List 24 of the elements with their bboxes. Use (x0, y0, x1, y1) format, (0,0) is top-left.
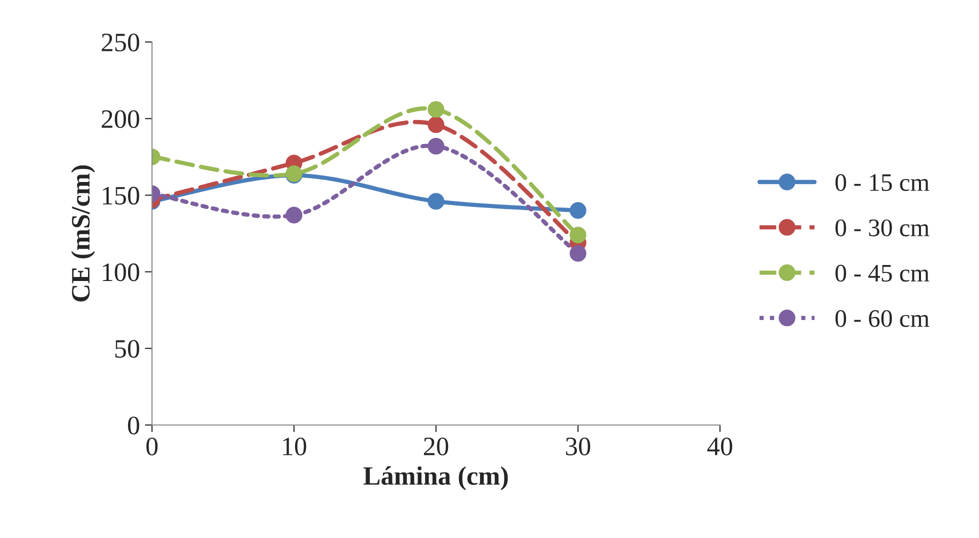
x-tick-label: 0 (146, 438, 158, 456)
y-tick-label: 250 (102, 34, 140, 52)
x-tick-label: 40 (707, 438, 732, 456)
legend-label: 0 - 60 cm (835, 310, 930, 327)
y-tick-label: 150 (102, 186, 140, 205)
y-tick-label: 0 (128, 416, 140, 434)
legend-label: 0 - 45 cm (835, 264, 930, 282)
point (570, 226, 586, 244)
y-tick-label: 50 (115, 340, 140, 358)
point (570, 245, 586, 262)
x-tick-label: 20 (424, 438, 448, 456)
x-tick-label: 30 (566, 438, 590, 456)
y-tick-label: 200 (102, 110, 140, 128)
legend-label: 0 - 15 cm (835, 174, 930, 191)
point (428, 116, 444, 134)
point (428, 192, 444, 210)
x-axis-title: Lámina (cm) (364, 466, 508, 490)
y-axis-title: CE (mS/cm) (71, 165, 96, 302)
y-tick-label: 100 (102, 263, 140, 282)
point (428, 138, 444, 155)
point (428, 101, 444, 118)
point (570, 202, 586, 219)
legend-label: 0 - 30 cm (835, 219, 930, 236)
x-tick-label: 10 (283, 438, 306, 456)
